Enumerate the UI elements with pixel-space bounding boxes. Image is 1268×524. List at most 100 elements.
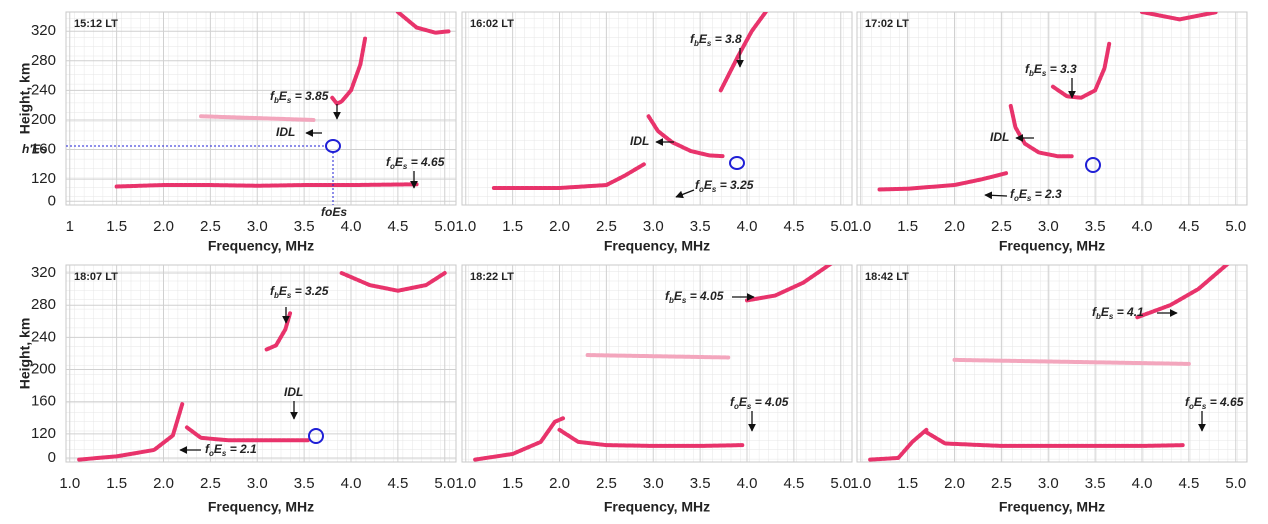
annotation: IDL [276,125,295,139]
y-tick-label: 280 [31,296,56,313]
subscript: o [1189,402,1194,411]
x-tick-label: 4.0 [1132,218,1153,235]
annotation-part: IDL [990,130,1009,144]
y-tick-label: 240 [31,328,56,345]
trace [491,162,646,190]
annotation-part: f [730,395,735,409]
x-tick-label: 2.0 [549,475,570,492]
annotation-part: f [205,442,210,456]
annotation-part: f [1025,62,1030,76]
x-tick-label: 5.0 [1225,218,1246,235]
subscript: s [707,39,712,48]
trace [77,402,185,462]
x-tick-label: 2.5 [991,475,1012,492]
x-tick-label: 3.0 [643,218,664,235]
x-tick-label: 4.0 [1132,475,1153,492]
x-axis-label: Frequency, MHz [999,238,1105,254]
fo-es-marker [1085,157,1101,173]
x-tick-label: 3.5 [1085,218,1106,235]
x-tick-label: 2.0 [153,475,174,492]
y-tick-label: 240 [31,81,56,98]
x-tick-label: 1.5 [897,475,918,492]
subscript: b [1029,69,1034,78]
annotation-part: f [1185,395,1190,409]
annotation: foEs = 2.3 [1010,187,1062,203]
y-tick-label: 320 [31,264,56,281]
x-tick-label: 1.0 [455,475,476,492]
trace [877,171,1009,192]
subscript: s [287,96,292,105]
x-axis-label: Frequency, MHz [999,499,1105,515]
panel-title: 18:22 LT [470,271,514,283]
x-tick-label: 2.0 [153,218,174,235]
annotation-part: f [386,155,391,169]
foreground: 1 1.5 2.0 2.5 3.0 3.5 4.0 4.5 5.0 0 120 160 200 240 28… [17,12,1246,515]
y-tick-label: 280 [31,52,56,69]
subscript: b [274,291,279,300]
annotation-part: = 3.25 [291,284,328,298]
annotation-part: E [1101,305,1110,319]
subscript: s [287,291,292,300]
subscript: o [734,402,739,411]
annotation: fbEs = 3.3 [1025,62,1077,78]
x-tick-label: 5.0 [434,475,455,492]
panel-title: 17:02 LT [865,18,909,30]
subscript: s [682,296,687,305]
subscript: s [747,402,752,411]
trace [184,425,311,443]
panel-title: 16:02 LT [470,18,514,30]
y-tick-label: 0 [48,192,56,209]
markers [66,139,1101,444]
x-tick-label: 4.0 [737,218,758,235]
x-axis-label: Frequency, MHz [208,238,314,254]
plot-area [461,11,853,206]
x-tick-label: 1 [66,218,74,235]
annotation-part: f [665,289,670,303]
trace [1140,12,1219,22]
x-tick-label: 5.0 [1225,475,1246,492]
plot-area [461,264,853,463]
x-tick-label: 1.0 [59,475,80,492]
trace [395,12,452,35]
subscript: b [669,296,674,305]
annotation-part: E [395,155,404,169]
x-tick-label: 2.5 [991,218,1012,235]
annotation-part: f [270,284,275,298]
annotation-part: = 3.25 [716,178,753,192]
annotation-part: = 2.1 [226,442,257,456]
x-tick-label: 1.5 [897,218,918,235]
trace [646,114,726,159]
subscript: o [1014,194,1019,203]
x-tick-label: 2.0 [944,218,965,235]
annotation-part: f [690,32,695,46]
x-tick-label: 4.5 [387,475,408,492]
annotation-part: IDL [284,385,303,399]
annotation: foEs [321,205,347,219]
annotation-part: E [704,178,713,192]
x-tick-label: 5.0 [830,475,851,492]
y-tick-label: 120 [31,170,56,187]
x-tick-label: 1.0 [455,218,476,235]
annotation-part: f [695,178,700,192]
plot-area [65,264,457,463]
annotation-part: = 4.05 [751,395,788,409]
trace [114,182,419,189]
fo-es-marker [729,156,745,170]
panel-title: 15:12 LT [74,18,118,30]
annotation-part: E [699,32,708,46]
annotation-part: = 2.3 [1031,187,1062,201]
annotation-part: E [674,289,683,303]
y-axis-label: Height, km [17,63,33,135]
annotation-part: f [1092,305,1097,319]
subscript: s [712,185,717,194]
x-tick-label: 3.5 [690,475,711,492]
x-tick-label: 5.0 [434,218,455,235]
annotation-part: h'Es [22,142,47,156]
x-tick-label: 1.5 [502,475,523,492]
arrow [984,191,1008,200]
x-tick-label: 2.0 [549,218,570,235]
trace [1135,265,1230,320]
x-tick-label: 4.5 [387,218,408,235]
x-tick-label: 4.0 [737,475,758,492]
